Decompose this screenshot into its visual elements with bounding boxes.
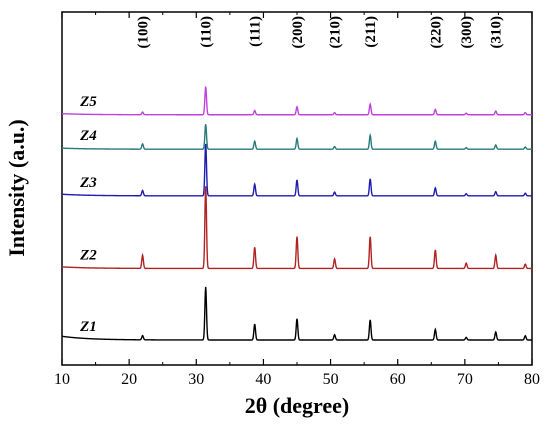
series-lines: [61, 86, 532, 341]
peak-annotation: (210): [328, 16, 344, 49]
series-label-z3: Z3: [79, 175, 97, 191]
series-line-z2: [61, 186, 532, 270]
plot-frame: [61, 11, 533, 366]
series-label-z1: Z1: [79, 319, 97, 335]
x-tick-label: 40: [255, 371, 271, 388]
peak-annotation: (110): [199, 16, 215, 48]
peak-annotation: (100): [136, 16, 152, 49]
peak-annotation: (220): [428, 16, 444, 49]
x-tick-label: 20: [121, 371, 137, 388]
peak-annotation: (300): [459, 16, 475, 49]
x-axis-title: 2θ (degree): [245, 393, 350, 418]
series-line-z3: [61, 143, 532, 197]
y-axis-title: Intensity (a.u.): [4, 119, 29, 257]
x-tick-label: 30: [188, 371, 204, 388]
peak-annotation: (310): [489, 16, 505, 49]
x-tick-label: 60: [390, 371, 406, 388]
x-tick-label: 80: [524, 371, 540, 388]
x-tick-label: 10: [54, 371, 70, 388]
series-line-z1: [61, 286, 532, 341]
series-label-z2: Z2: [79, 247, 97, 263]
series-label-z5: Z5: [79, 94, 97, 110]
peak-annotation: (200): [290, 16, 306, 49]
series-labels: Z1 Z2 Z3 Z4 Z5: [79, 94, 97, 335]
peak-annotation: (211): [363, 16, 379, 48]
x-tick-label: 50: [323, 371, 339, 388]
peak-annotation: (111): [248, 16, 264, 47]
x-tick-label: 70: [457, 371, 473, 388]
series-line-z5: [61, 86, 532, 116]
series-label-z4: Z4: [79, 128, 97, 144]
peak-annotations: (100) (110) (111) (200) (210) (211) (220) (300)…: [136, 16, 505, 49]
x-ticks: 10 20 30 40 50 60 70 80: [54, 12, 540, 388]
series-line-z4: [61, 124, 532, 150]
